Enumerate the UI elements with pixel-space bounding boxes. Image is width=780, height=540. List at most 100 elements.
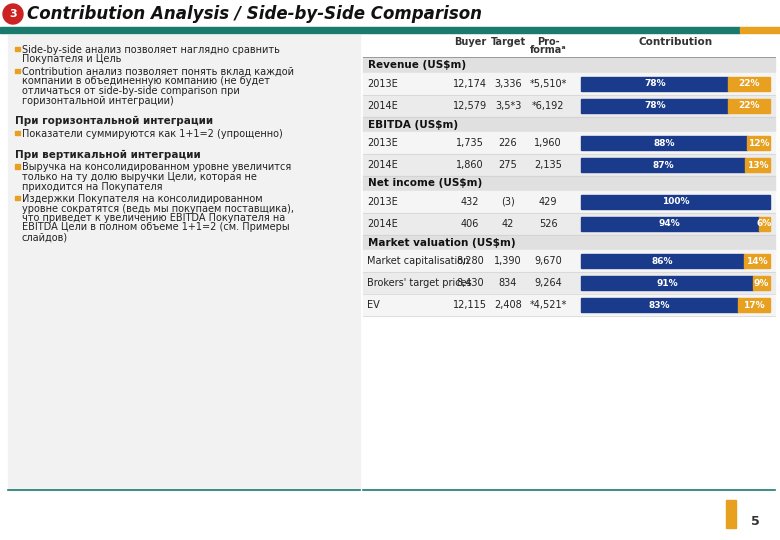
Text: 526: 526 (539, 219, 558, 229)
Text: Contribution анализ позволяет понять вклад каждой: Contribution анализ позволяет понять вкл… (22, 67, 294, 77)
Bar (363, 235, 775, 250)
Text: что приведет к увеличению EBITDA Покупателя на: что приведет к увеличению EBITDA Покупат… (22, 213, 285, 223)
Bar (738, 298, 770, 312)
Text: 100%: 100% (661, 198, 690, 206)
Text: При вертикальной интеграции: При вертикальной интеграции (15, 150, 200, 159)
Text: 83%: 83% (649, 300, 670, 309)
Text: 2,408: 2,408 (494, 300, 522, 310)
Bar (363, 294, 775, 316)
Text: 2013E: 2013E (367, 79, 398, 89)
Text: 5: 5 (750, 515, 760, 528)
Text: Net income (US$m): Net income (US$m) (368, 179, 482, 188)
Bar (747, 136, 770, 150)
Bar (15, 46, 20, 51)
Text: EBITDA (US$m): EBITDA (US$m) (368, 119, 458, 130)
Text: отличаться от side-by-side comparison при: отличаться от side-by-side comparison пр… (22, 86, 239, 96)
Text: 9,670: 9,670 (534, 256, 562, 266)
Bar (759, 217, 770, 231)
Text: При горизонтальной интеграции: При горизонтальной интеграции (15, 116, 213, 126)
Text: 9,264: 9,264 (534, 278, 562, 288)
Text: 2,135: 2,135 (534, 160, 562, 170)
Text: 13%: 13% (747, 160, 768, 170)
Text: 3: 3 (9, 9, 17, 19)
Bar (363, 117, 775, 132)
Text: Target: Target (491, 37, 526, 47)
Text: 78%: 78% (644, 79, 665, 89)
Text: Pro-: Pro- (537, 37, 559, 47)
Text: 3,336: 3,336 (495, 79, 522, 89)
Bar (363, 176, 775, 191)
Text: Brokers' target prices: Brokers' target prices (367, 278, 472, 288)
Text: 8,280: 8,280 (456, 256, 484, 266)
Bar (753, 276, 770, 290)
Text: 1,735: 1,735 (456, 138, 484, 148)
Text: 429: 429 (539, 197, 557, 207)
Text: Side-by-side анализ позволяет наглядно сравнить: Side-by-side анализ позволяет наглядно с… (22, 45, 280, 55)
Bar (363, 95, 775, 117)
Bar (15, 164, 20, 168)
Bar (581, 158, 746, 172)
Bar (729, 99, 770, 113)
Text: 432: 432 (461, 197, 479, 207)
Bar (743, 254, 770, 268)
Text: Издержки Покупателя на консолидированном: Издержки Покупателя на консолидированном (22, 194, 263, 204)
Text: 275: 275 (498, 160, 517, 170)
Bar (15, 195, 20, 200)
Text: уровне сократятся (ведь мы покупаем поставщика),: уровне сократятся (ведь мы покупаем пост… (22, 204, 294, 213)
Text: 91%: 91% (656, 279, 678, 287)
Bar (363, 250, 775, 272)
Text: горизонтальной интеграции): горизонтальной интеграции) (22, 96, 174, 105)
Text: 2014E: 2014E (367, 101, 398, 111)
Text: Покупателя и Цель: Покупателя и Цель (22, 55, 122, 64)
Text: 12,115: 12,115 (453, 300, 487, 310)
Bar (729, 77, 770, 91)
Bar (581, 136, 747, 150)
Bar (363, 132, 775, 154)
Bar (15, 69, 20, 73)
Circle shape (3, 4, 23, 24)
Text: EBITDA Цели в полном объеме 1+1=2 (см. Примеры: EBITDA Цели в полном объеме 1+1=2 (см. П… (22, 222, 289, 233)
Text: 2014E: 2014E (367, 160, 398, 170)
Text: 226: 226 (498, 138, 517, 148)
Text: 2013E: 2013E (367, 197, 398, 207)
Text: (3): (3) (501, 197, 515, 207)
Text: formaᵃ: formaᵃ (530, 45, 566, 55)
Bar (363, 272, 775, 294)
Text: Revenue (US$m): Revenue (US$m) (368, 60, 466, 71)
Bar (8, 35, 360, 490)
Bar (581, 195, 770, 209)
Text: *6,192: *6,192 (532, 101, 564, 111)
Bar (363, 213, 775, 235)
Text: 17%: 17% (743, 300, 764, 309)
Text: 2014E: 2014E (367, 219, 398, 229)
Text: 88%: 88% (654, 138, 675, 147)
Text: Market capitalisation: Market capitalisation (367, 256, 470, 266)
Text: 834: 834 (499, 278, 517, 288)
Text: 42: 42 (502, 219, 514, 229)
Bar (581, 77, 729, 91)
Text: 94%: 94% (659, 219, 681, 228)
Text: Показатели суммируются как 1+1=2 (упрощенно): Показатели суммируются как 1+1=2 (упроще… (22, 129, 282, 139)
Bar (726, 500, 736, 528)
Bar (581, 217, 759, 231)
Text: 406: 406 (461, 219, 479, 229)
Text: компании в объединенную компанию (не будет: компании в объединенную компанию (не буд… (22, 77, 270, 86)
Text: Contribution Analysis / Side-by-Side Comparison: Contribution Analysis / Side-by-Side Com… (27, 5, 482, 23)
Text: 9%: 9% (753, 279, 769, 287)
Text: 86%: 86% (651, 256, 673, 266)
Text: 8,430: 8,430 (456, 278, 484, 288)
Text: слайдов): слайдов) (22, 232, 68, 242)
Bar (581, 254, 743, 268)
Bar (363, 73, 775, 95)
Text: 1,860: 1,860 (456, 160, 484, 170)
Text: 3,5*3: 3,5*3 (495, 101, 521, 111)
Text: *5,510*: *5,510* (530, 79, 567, 89)
Bar (740, 27, 780, 33)
Text: только на ту долю выручки Цели, которая не: только на ту долю выручки Цели, которая … (22, 172, 257, 182)
Bar (363, 191, 775, 213)
Bar (363, 58, 775, 73)
Text: 1,960: 1,960 (534, 138, 562, 148)
Bar (581, 298, 738, 312)
Text: 2013E: 2013E (367, 138, 398, 148)
Text: 22%: 22% (739, 79, 760, 89)
